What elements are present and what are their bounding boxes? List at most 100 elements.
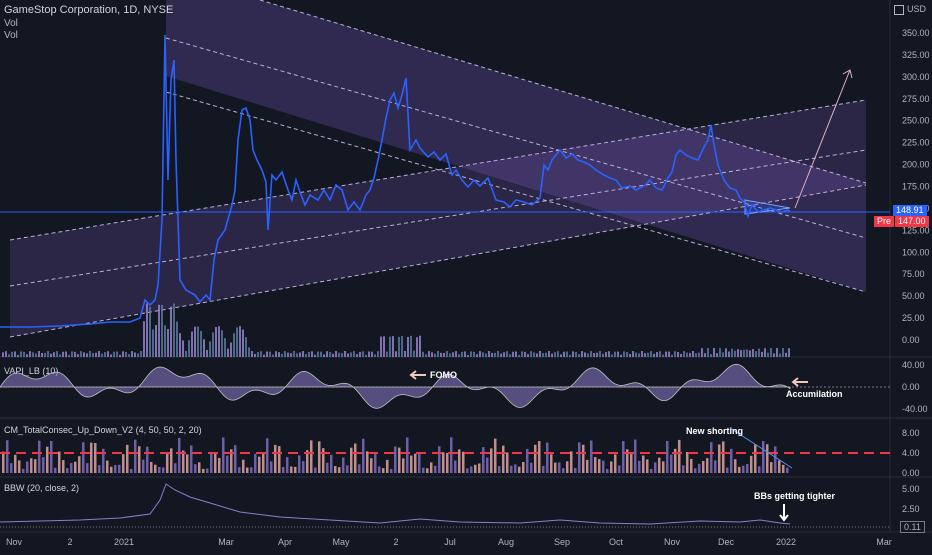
volume-bar xyxy=(659,351,661,357)
cm-bar xyxy=(506,452,509,473)
volume-bar xyxy=(83,352,85,357)
volume-bar xyxy=(566,351,568,357)
volume-bar xyxy=(536,353,538,357)
volume-bar xyxy=(254,353,256,357)
volume-bar xyxy=(698,352,700,357)
cm-bar xyxy=(598,459,601,473)
volume-bar xyxy=(116,351,118,357)
cm-bar xyxy=(190,445,193,473)
ascending-channel-fill[interactable] xyxy=(10,100,866,337)
cm-bar xyxy=(234,445,237,473)
volume-bar xyxy=(356,354,358,357)
time-axis[interactable]: Nov 2 2021 Mar Apr May 2 Jul Aug Sep Oct Nov Dec 2022… xyxy=(6,537,892,547)
cm-bar xyxy=(374,453,377,473)
cm-bar xyxy=(138,446,141,473)
bbw-title[interactable]: BBW (20, close, 2) xyxy=(4,483,79,493)
volume-bar xyxy=(191,331,193,357)
new-shorting-annotation: New shorting xyxy=(686,426,743,436)
volume-bar xyxy=(59,354,61,357)
volume-bar xyxy=(440,352,442,357)
cm-bar xyxy=(418,451,421,473)
time-tick-label: 2022 xyxy=(776,537,796,547)
volume-bar xyxy=(740,350,742,357)
volume-bar xyxy=(77,354,79,357)
volume-bar xyxy=(5,351,7,357)
ascending-channel-mid[interactable] xyxy=(9,149,867,287)
volume-bar xyxy=(764,348,766,357)
cm-title[interactable]: CM_TotalConsec_Up_Down_V2 (4, 50, 50, 2,… xyxy=(4,425,202,435)
cm-bar xyxy=(686,451,689,473)
cm-bar xyxy=(310,440,313,473)
descending-channel-bottom[interactable] xyxy=(165,91,867,293)
cm-bar xyxy=(126,444,129,473)
volume-bar xyxy=(746,349,748,357)
volume-bar xyxy=(395,351,397,357)
price-axis[interactable]: 350.00 325.00 300.00 275.00 250.00 225.00 200.… xyxy=(902,28,930,345)
price-line[interactable] xyxy=(0,34,791,328)
cm-bar xyxy=(390,468,393,473)
volume-bar xyxy=(194,326,196,357)
symbol-title[interactable]: GameStop Corporation, 1D, NYSE xyxy=(4,4,174,16)
accumulation-arrow-head xyxy=(791,377,799,387)
volume-bar xyxy=(266,351,268,357)
volume-bar xyxy=(2,352,4,357)
currency-selector[interactable]: USD xyxy=(893,4,926,15)
cm-bar xyxy=(754,444,757,473)
volume-label[interactable]: Vol xyxy=(4,18,18,29)
volume-bar xyxy=(188,340,190,357)
time-tick-label: May xyxy=(332,537,350,547)
volume-bar xyxy=(332,353,334,357)
volume-bar xyxy=(572,351,574,357)
time-tick-label: Jul xyxy=(444,537,456,547)
cm-bar xyxy=(730,448,733,473)
vapi-histogram xyxy=(0,363,791,409)
cm-bar xyxy=(78,456,81,473)
descending-channel-top[interactable] xyxy=(259,0,867,184)
volume-bar xyxy=(416,337,418,357)
volume-bar xyxy=(701,348,703,357)
volume-bar xyxy=(326,351,328,357)
descending-channel-mid[interactable] xyxy=(165,37,867,239)
cm-bar xyxy=(366,451,369,473)
volume-bar xyxy=(386,351,388,357)
cm-bar xyxy=(122,454,125,473)
volume-bar xyxy=(8,354,10,357)
descending-channel-fill[interactable] xyxy=(166,0,866,292)
cm-bar xyxy=(666,441,669,473)
ascending-channel-bottom[interactable] xyxy=(9,184,867,338)
cm-bar xyxy=(402,458,405,473)
cm-bar xyxy=(98,465,101,473)
cm-bar xyxy=(466,468,469,473)
vapi-title[interactable]: VAPI_LB (10) xyxy=(4,366,58,376)
cm-bar xyxy=(462,451,465,473)
cm-bar xyxy=(66,468,69,473)
cm-bar xyxy=(178,437,181,473)
cm-bar xyxy=(54,467,57,473)
bbw-line xyxy=(0,483,791,525)
cm-bar xyxy=(118,464,121,473)
volume-bar xyxy=(689,353,691,357)
volume-bar xyxy=(644,353,646,357)
volume-bar xyxy=(341,353,343,357)
volume-bar xyxy=(404,350,406,357)
volume-bar xyxy=(497,351,499,357)
ascending-channel-top[interactable] xyxy=(9,99,867,241)
volume-bar xyxy=(605,352,607,357)
time-tick-label: Nov xyxy=(664,537,681,547)
volume-bar xyxy=(338,352,340,357)
volume-bar xyxy=(389,336,391,357)
cm-bar xyxy=(342,457,345,473)
volume-bar xyxy=(20,351,22,357)
cm-bar xyxy=(502,445,505,473)
volume-bar xyxy=(137,353,139,357)
volume-label-2[interactable]: Vol xyxy=(4,30,18,41)
volume-bar xyxy=(314,354,316,357)
volume-bar xyxy=(92,353,94,357)
volume-bar xyxy=(131,351,133,357)
volume-bar xyxy=(287,352,289,357)
cm-bar xyxy=(170,448,173,473)
volume-bar xyxy=(269,351,271,357)
cm-bar xyxy=(338,467,341,473)
projection-arrow[interactable] xyxy=(794,69,851,209)
